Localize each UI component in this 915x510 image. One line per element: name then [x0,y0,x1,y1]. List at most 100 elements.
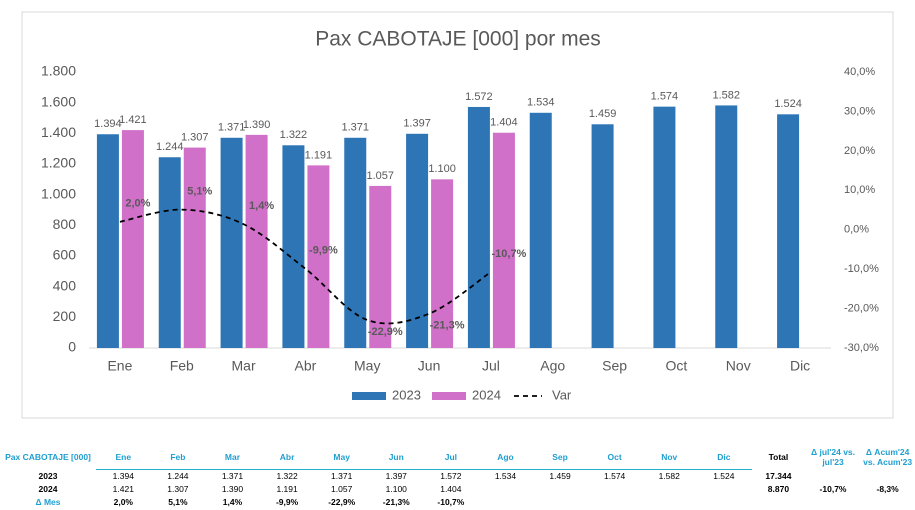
table-cell [587,496,642,509]
table-cell: 5,1% [168,497,188,507]
x-tick-label: Oct [666,358,688,374]
y2-tick-label: -20,0% [844,302,879,314]
data-label: 1.524 [774,98,802,110]
table-cell: Δ Mes [35,497,61,507]
header-cell: Δ Acum'24 vs. Acum'23 [863,447,913,467]
table-cell: 1.057 [331,484,353,494]
table-cell: -21,3% [382,497,410,507]
x-tick-label: Abr [295,358,317,374]
table-cell [533,496,588,509]
header-cell: Mar [224,452,241,462]
table-cell: -22,9% [328,497,356,507]
data-label: -22,9% [368,326,403,338]
data-label: 1,4% [249,200,274,212]
table-cell [697,483,752,496]
bar [220,137,243,348]
table-cell: 2,0% [113,497,133,507]
x-tick-label: Ene [107,358,132,374]
x-tick-label: Mar [232,358,256,374]
data-label: 5,1% [187,186,212,198]
bar [307,165,330,348]
chart-title: Pax CABOTAJE [000] por mes [315,28,601,51]
table-cell [533,483,588,496]
table-cell: 1.582 [658,471,680,481]
x-tick-label: Nov [726,358,751,374]
data-label: 1.322 [280,129,308,141]
header-cell: Ene [115,452,132,462]
data-label: 1.574 [651,91,679,103]
header-cell: Δ jul'24 vs. jul'23 [810,447,856,467]
table-cell: 1.371 [221,471,244,481]
table-cell [751,496,806,509]
x-tick-label: Jul [482,358,500,374]
y-tick-label: 1.800 [41,63,76,79]
data-label: 1.421 [119,114,147,126]
data-label: 1.459 [589,108,617,120]
data-label: 1.057 [366,170,394,182]
table-cell [806,496,861,509]
y-tick-label: 400 [53,277,77,293]
table-cell: 2024 [38,484,58,494]
data-label: 1.244 [156,141,184,153]
header-cell: Pax CABOTAJE [000] [5,452,91,462]
header-cell: Ago [497,452,514,462]
table-cell: 1.397 [385,471,407,481]
bar [183,147,206,348]
bar [653,106,676,348]
bar [245,134,268,348]
table-cell: -8,3% [876,484,899,494]
table-cell [478,483,533,496]
y2-tick-label: -30,0% [844,342,879,354]
table-cell: 1.574 [604,471,626,481]
table-cell: 1.390 [221,484,244,494]
x-tick-label: Feb [170,358,194,374]
header-cell: Nov [661,452,678,462]
x-tick-label: Sep [602,358,627,374]
y-tick-label: 600 [53,247,77,263]
table-cell: 1.307 [167,484,189,494]
table-cell: 1.244 [167,471,189,481]
table-cell: 1,4% [222,497,243,507]
header-cell: May [333,452,350,462]
table-cell [860,496,915,509]
header-cell: Feb [170,452,186,462]
x-tick-label: Jun [418,358,441,374]
data-label: -9,9% [309,245,338,257]
table-cell: 8.870 [767,484,790,494]
table-cell: 2023 [38,471,58,481]
y2-tick-label: 10,0% [844,184,875,196]
data-label: 1.191 [305,149,333,161]
data-label: 1.390 [243,119,271,131]
table-cell: 1.534 [494,471,517,481]
table-cell: 1.371 [331,471,353,481]
y-tick-label: 1.000 [41,185,76,201]
y2-tick-label: 0,0% [844,224,869,236]
bar [431,179,454,348]
bar [344,137,367,348]
table-cell: 1.322 [276,471,298,481]
header-cell: Abr [279,452,295,462]
table-cell: -10,7% [437,497,465,507]
data-label: 1.582 [712,89,740,101]
legend-label: Var [552,387,572,402]
bar [591,124,614,348]
table-cell: 17.344 [765,471,792,481]
table-cell [860,470,915,483]
table-cell: 1.394 [112,471,134,481]
legend-label: 2023 [392,387,421,402]
data-label: 1.307 [181,131,209,143]
table-cell: 1.572 [440,471,462,481]
table-cell [478,496,533,509]
bar [369,185,392,348]
table-cell: 1.100 [385,484,407,494]
data-label: 1.397 [403,118,431,130]
table-cell [642,483,697,496]
bar [406,133,429,348]
header-cell: Jun [388,452,404,462]
legend-label: 2024 [472,387,501,402]
y-tick-label: 0 [68,339,76,355]
bar [96,134,119,348]
y2-tick-label: 40,0% [844,66,875,78]
header-cell: Oct [607,452,622,462]
